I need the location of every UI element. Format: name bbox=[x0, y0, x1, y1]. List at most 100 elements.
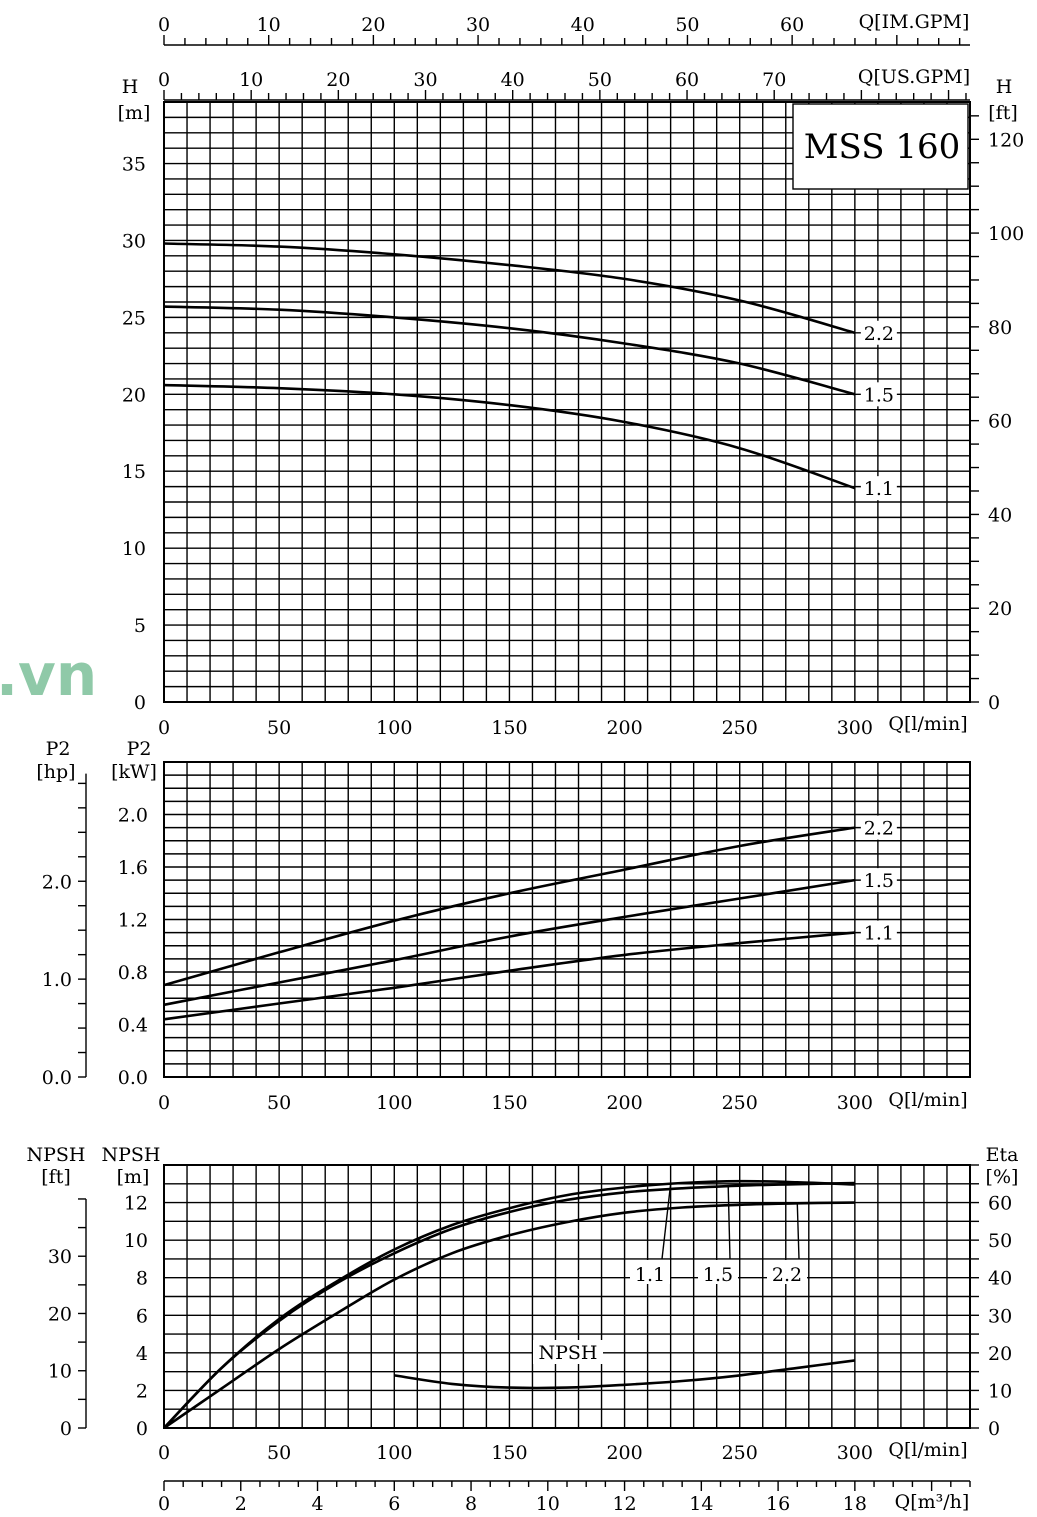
eta-leader-line bbox=[727, 1186, 731, 1260]
top-axis-tick-label: 40 bbox=[571, 14, 595, 36]
watermark-text: .vn bbox=[0, 641, 97, 709]
top-axis-tick-label: 40 bbox=[501, 69, 525, 91]
x-tick-label: 0 bbox=[158, 1442, 170, 1464]
x-tick-label: 100 bbox=[376, 1442, 412, 1464]
x-tick-label: 300 bbox=[837, 717, 873, 739]
npsh-label-bg bbox=[533, 1340, 603, 1364]
eta-tick-label: 50 bbox=[988, 1230, 1012, 1252]
head-curve-1-5 bbox=[163, 305, 856, 396]
plot-frame bbox=[163, 101, 971, 703]
y-tick-label: 15 bbox=[122, 461, 146, 483]
x-tick-label: 50 bbox=[267, 1442, 291, 1464]
npsh-ft-tick-label: 30 bbox=[48, 1246, 72, 1268]
x-axis-unit: Q[l/min] bbox=[888, 1089, 967, 1111]
eta-tick-label: 60 bbox=[988, 1193, 1012, 1215]
series-label: 1.1 bbox=[630, 1260, 670, 1286]
npsh-ft-tick-label: 0 bbox=[60, 1418, 72, 1440]
top-axis-unit: Q[US.GPM] bbox=[858, 66, 970, 88]
y-tick-label: 2.0 bbox=[118, 805, 148, 827]
y-tick-label: 5 bbox=[134, 615, 146, 637]
ft-tick-label: 100 bbox=[988, 223, 1024, 245]
series-label-text: 1.1 bbox=[864, 923, 894, 945]
left-axis-unit: [m] bbox=[118, 102, 151, 124]
m3h-tick-label: 4 bbox=[311, 1493, 323, 1515]
x-tick-label: 150 bbox=[491, 1092, 527, 1114]
m3h-tick-label: 8 bbox=[465, 1493, 477, 1515]
series-label-text: 2.2 bbox=[772, 1264, 802, 1286]
x-tick-label: 150 bbox=[491, 1442, 527, 1464]
x-tick-label: 0 bbox=[158, 1092, 170, 1114]
top-axis: 0 10 20 30 40 50 60 70 Q[US.GPM] bbox=[158, 66, 970, 101]
left-axis-letter: H bbox=[122, 76, 139, 98]
top-axis: 0 10 20 30 40 50 60 Q[IM.GPM] bbox=[158, 11, 970, 46]
series-label: 2.2 bbox=[767, 1260, 807, 1286]
ft-tick-label: 0 bbox=[988, 692, 1000, 714]
kw-axis-unit: [kW] bbox=[111, 761, 157, 783]
series-label-text: 1.1 bbox=[864, 478, 894, 500]
series-label-bg bbox=[860, 476, 897, 501]
eta-tick-label: 30 bbox=[988, 1305, 1012, 1327]
ft-tick-label: 40 bbox=[988, 504, 1012, 526]
x-tick-label: 150 bbox=[491, 717, 527, 739]
m3h-axis: 0 2 4 6 8 10 12 14 16 18 Q[m³/h] bbox=[158, 1480, 971, 1515]
ft-tick-label: 20 bbox=[988, 598, 1012, 620]
m3h-tick-label: 16 bbox=[766, 1493, 790, 1515]
npsh-m-tick-label: 12 bbox=[124, 1193, 148, 1215]
eta-axis-letter: Eta bbox=[986, 1144, 1019, 1166]
npsh-ft-axis-unit: [ft] bbox=[41, 1166, 71, 1188]
eta-leader-line bbox=[661, 1183, 672, 1260]
m3h-tick-label: 18 bbox=[843, 1493, 867, 1515]
npsh-m-tick-label: 6 bbox=[136, 1305, 148, 1327]
m3h-axis-unit: Q[m³/h] bbox=[895, 1491, 970, 1513]
eta-curve-1-5 bbox=[163, 1181, 855, 1429]
y-tick-label: 10 bbox=[122, 538, 146, 560]
y-tick-label: 0.8 bbox=[118, 962, 148, 984]
x-tick-label: 250 bbox=[722, 1092, 758, 1114]
y-tick-label: 25 bbox=[122, 307, 146, 329]
top-axis-unit: Q[IM.GPM] bbox=[859, 11, 970, 33]
x-tick-label: 50 bbox=[267, 1092, 291, 1114]
eta-curve-1-1 bbox=[163, 1179, 855, 1429]
top-axis-tick-label: 50 bbox=[588, 69, 612, 91]
top-axis-tick-label: 0 bbox=[158, 69, 170, 91]
ft-tick-label: 120 bbox=[988, 129, 1024, 151]
top-axis-tick-label: 20 bbox=[326, 69, 350, 91]
series-label-bg bbox=[860, 868, 897, 893]
series-label-bg bbox=[767, 1260, 807, 1284]
npsh-m-tick-label: 0 bbox=[136, 1418, 148, 1440]
x-tick-label: 0 bbox=[158, 717, 170, 739]
x-tick-label: 250 bbox=[722, 717, 758, 739]
npsh-curve bbox=[394, 1359, 856, 1390]
series-label: 1.5 bbox=[860, 382, 897, 407]
y-tick-label: 0 bbox=[134, 692, 146, 714]
npsh-eta-chart: 024681012NPSH[m]0102030405060Eta[%]01020… bbox=[27, 1144, 1019, 1515]
hp-tick-label: 0.0 bbox=[42, 1067, 72, 1089]
x-tick-label: 100 bbox=[376, 717, 412, 739]
y-tick-label: 0.0 bbox=[118, 1067, 148, 1089]
series-label-text: 1.5 bbox=[703, 1264, 733, 1286]
y-tick-label: 30 bbox=[122, 230, 146, 252]
y-tick-label: 20 bbox=[122, 384, 146, 406]
top-axis-tick-label: 50 bbox=[675, 14, 699, 36]
power-chart: 0.00.40.81.21.62.0P2[kW]0.01.02.0P2[hp]0… bbox=[36, 738, 971, 1114]
eta-tick-label: 20 bbox=[988, 1343, 1012, 1365]
head-curve-2-2 bbox=[163, 242, 856, 335]
series-label-text: 2.2 bbox=[864, 323, 894, 345]
x-axis-unit: Q[l/min] bbox=[888, 713, 967, 735]
npsh-ft-axis-letter: NPSH bbox=[27, 1144, 86, 1166]
series-label: 1.5 bbox=[698, 1260, 738, 1286]
top-axis-tick-label: 0 bbox=[158, 14, 170, 36]
series-label-bg bbox=[860, 320, 897, 345]
y-tick-label: 1.6 bbox=[118, 857, 148, 879]
m3h-tick-label: 0 bbox=[158, 1493, 170, 1515]
series-label: 1.1 bbox=[860, 476, 897, 501]
ft-tick-label: 80 bbox=[988, 317, 1012, 339]
top-axis-tick-label: 10 bbox=[257, 14, 281, 36]
series-label-text: 2.2 bbox=[864, 818, 894, 840]
plot-frame bbox=[163, 761, 971, 1078]
npsh-curve-label: NPSH bbox=[533, 1340, 603, 1364]
head-curve-1-1 bbox=[163, 383, 856, 490]
npsh-m-tick-label: 10 bbox=[124, 1230, 148, 1252]
power-curve-2-2 bbox=[163, 826, 856, 987]
